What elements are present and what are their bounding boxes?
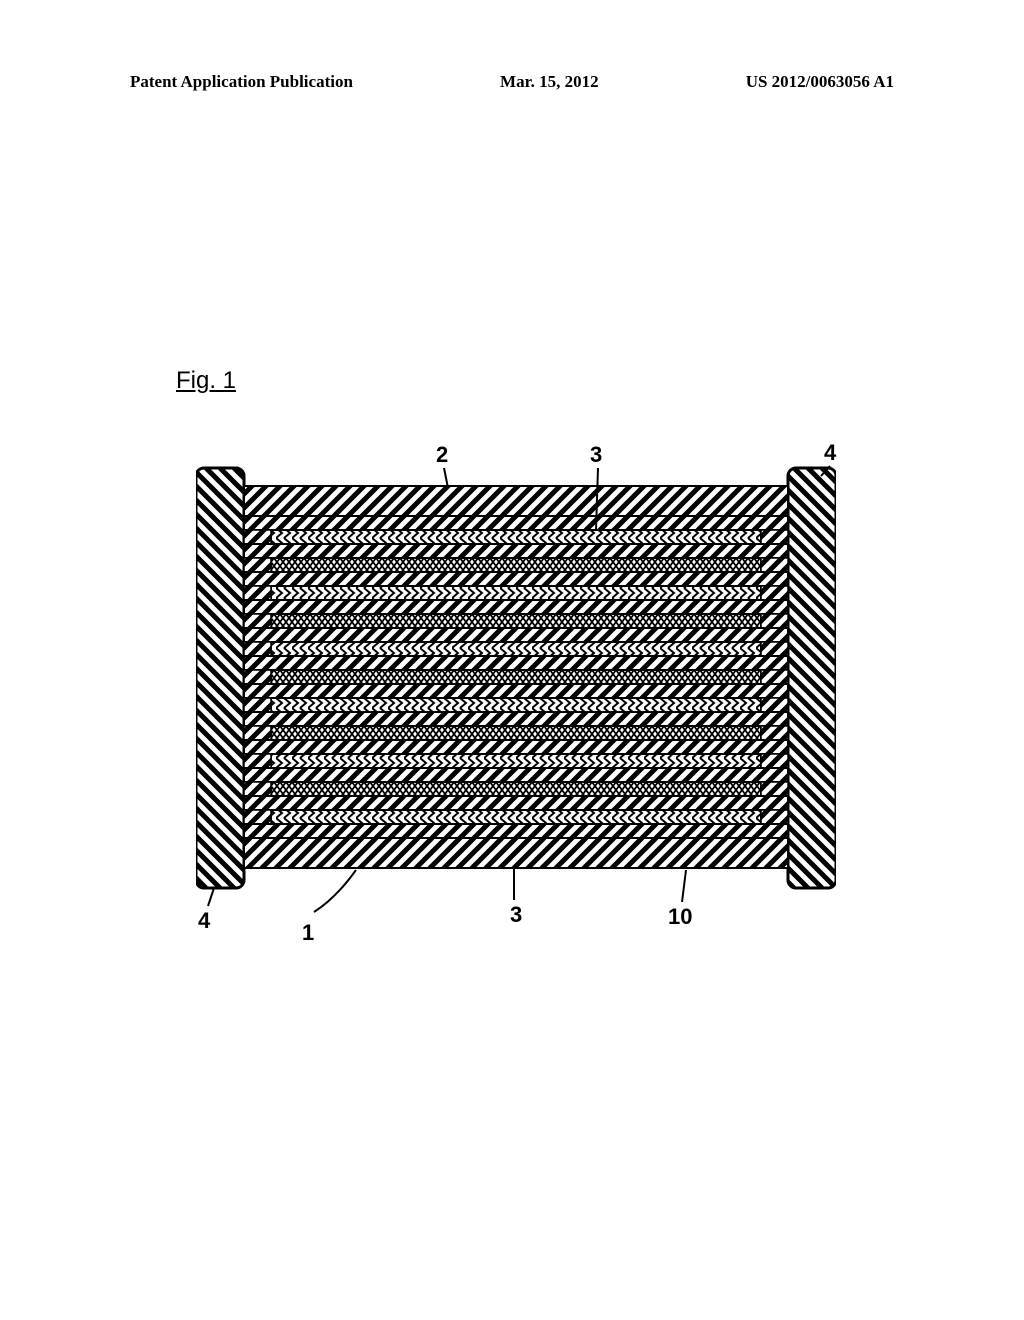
- ref-4-top: 4: [824, 440, 836, 466]
- ref-1: 1: [302, 920, 314, 946]
- ref-3-top: 3: [590, 442, 602, 468]
- left-endcap: [196, 468, 244, 888]
- ref-3-bottom: 3: [510, 902, 522, 928]
- ref-4-bottom: 4: [198, 908, 210, 934]
- capacitor-body: [244, 486, 788, 868]
- header-center: Mar. 15, 2012: [500, 72, 599, 92]
- figure-label: Fig. 1: [176, 367, 236, 395]
- figure-1: [196, 458, 836, 918]
- right-endcap: [788, 468, 836, 888]
- ref-10: 10: [668, 904, 692, 930]
- ref-2: 2: [436, 442, 448, 468]
- header-right: US 2012/0063056 A1: [746, 72, 894, 92]
- header-left: Patent Application Publication: [130, 72, 353, 92]
